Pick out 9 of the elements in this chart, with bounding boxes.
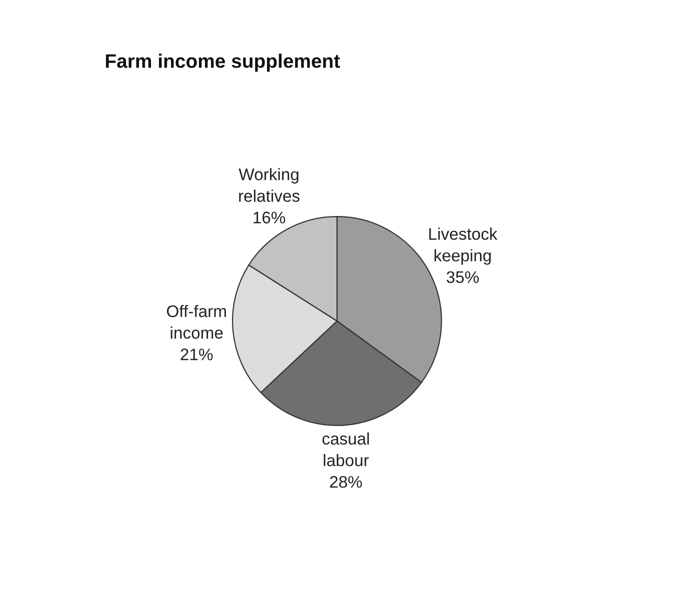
slice-label: Working relatives [238, 168, 300, 202]
data-label: 28% [330, 476, 362, 488]
slice-label: Off-farm income [166, 304, 226, 339]
chart-title: Farm income supplement [106, 54, 340, 72]
data-label: 16% [254, 212, 286, 224]
slice-label: Livestock keeping [429, 228, 498, 265]
data-label: 21% [180, 348, 213, 360]
slice-label: casual labour [322, 432, 369, 466]
data-label: 35% [446, 271, 479, 284]
